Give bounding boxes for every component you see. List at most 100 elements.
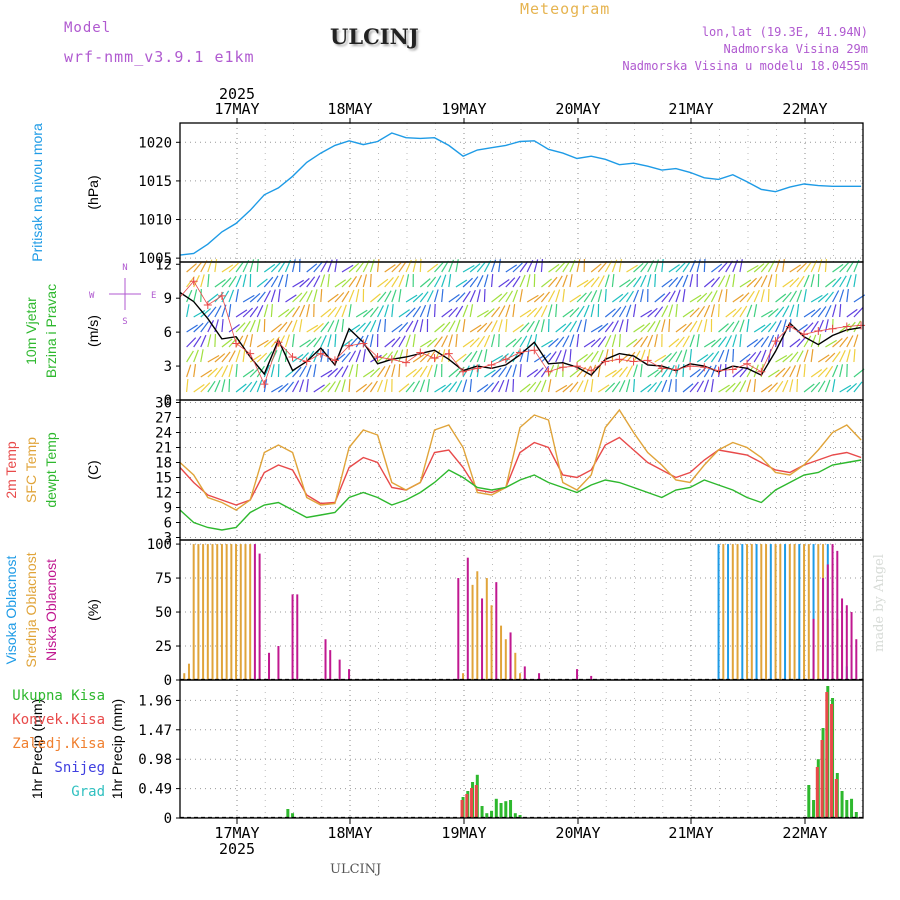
wind-arrow — [256, 379, 263, 393]
compass-n: N — [122, 263, 127, 273]
wind-arrow — [696, 292, 708, 303]
panel-cloud: 0 25 50 75 100 Visoka Oblacnost Srednja Oblacn… — [3, 537, 864, 689]
gust-marker — [558, 363, 567, 372]
wind-arrow — [362, 307, 374, 318]
wind-arrow — [476, 349, 483, 363]
wind-arrow — [775, 293, 787, 303]
wind-arrow — [604, 274, 610, 288]
wind-arrow — [782, 366, 791, 378]
wind-arrow — [555, 384, 568, 393]
wind-arrow — [384, 379, 388, 393]
bar-cloud — [722, 544, 725, 680]
ylabel-precip-main: 1hr Precip (mm) — [109, 699, 125, 799]
wind-arrow — [433, 303, 436, 318]
wind-arrow — [583, 379, 589, 393]
panel-frame — [179, 122, 864, 263]
wind-arrow — [235, 289, 239, 303]
gust-marker — [203, 300, 212, 309]
wind-arrow — [647, 382, 657, 393]
wind-arrow — [647, 369, 659, 378]
wind-arrow — [562, 321, 572, 333]
wind-arrow — [526, 294, 539, 303]
wind-arrow — [270, 262, 281, 273]
wind-arrow — [689, 381, 699, 393]
wind-arrow — [725, 382, 736, 393]
wind-arrow — [555, 323, 567, 333]
wind-arrow — [412, 367, 423, 378]
wind-arrow — [469, 350, 478, 363]
wind-arrow — [654, 354, 667, 363]
wind-arrow — [334, 279, 347, 288]
wind-arrow — [284, 334, 290, 348]
bar-cloud — [249, 544, 252, 680]
wind-arrow — [512, 275, 521, 288]
wind-arrow — [803, 349, 809, 363]
wind-arrow — [846, 289, 849, 303]
wind-arrow — [604, 321, 614, 333]
wind-arrow — [377, 278, 389, 288]
wind-arrow — [746, 365, 754, 378]
wind-arrow — [839, 323, 851, 333]
wind-arrow — [249, 334, 254, 348]
wind-arrow — [186, 276, 195, 288]
wind-arrow — [576, 366, 587, 378]
panel-wind: 0 3 6 9 12 N W E S 10m Vjetar Brzina i Pravac (m/s) — [23, 257, 866, 409]
wind-arrow — [455, 334, 458, 348]
wind-arrow — [632, 304, 637, 318]
gust-marker — [828, 324, 837, 333]
wind-arrow — [689, 274, 694, 288]
wind-arrow — [625, 319, 629, 333]
wind-arrow — [789, 351, 799, 363]
wind-arrow — [263, 304, 269, 318]
wind-arrow — [434, 384, 446, 393]
wind-arrow — [846, 260, 855, 273]
wind-arrow — [376, 259, 380, 273]
wind-arrow — [462, 379, 468, 393]
wind-arrow — [355, 289, 360, 303]
wind-arrow — [796, 364, 801, 378]
wind-arrow — [703, 352, 714, 363]
wind-arrow — [469, 289, 476, 303]
wind-arrow — [753, 324, 766, 333]
wind-arrow — [242, 274, 247, 288]
wind-arrow — [846, 383, 858, 393]
wind-arrow — [427, 337, 438, 348]
wind-arrow — [448, 320, 456, 333]
bar-cloud — [831, 544, 834, 680]
wind-arrow — [739, 380, 747, 393]
wind-arrow — [611, 306, 622, 318]
gust-marker — [444, 349, 453, 358]
wind-arrow — [228, 262, 239, 273]
wind-arrow — [782, 278, 794, 288]
wind-arrow — [853, 320, 862, 333]
wind-arrow — [753, 364, 759, 378]
bar-cloud — [211, 544, 214, 680]
wind-arrow — [412, 354, 425, 363]
wind-arrow — [647, 307, 658, 318]
wind-arrow — [341, 277, 352, 288]
wind-arrow — [186, 379, 189, 393]
wind-arrow — [824, 291, 834, 303]
gust-marker — [728, 365, 737, 374]
top-day-label: 19MAY — [441, 100, 486, 118]
wind-arrow — [817, 319, 824, 333]
wind-arrow — [405, 294, 418, 303]
gust-marker — [416, 348, 425, 357]
wind-arrow — [419, 352, 430, 363]
bar-cloud — [760, 544, 763, 680]
wind-arrow — [703, 258, 706, 273]
wind-arrow — [200, 321, 209, 333]
gust-marker — [857, 321, 866, 330]
ylabel-pressure-0: Pritisak na nivou mora — [29, 123, 45, 262]
wind-arrow — [355, 364, 359, 378]
bar-precip — [820, 740, 824, 818]
wind-arrow — [512, 289, 519, 303]
wind-arrow — [831, 364, 839, 378]
wind-arrow — [193, 384, 205, 393]
wind-arrow — [306, 324, 319, 333]
bar-cloud — [348, 669, 351, 680]
wind-arrow — [207, 334, 212, 348]
gust-marker — [274, 338, 283, 347]
wind-arrow — [200, 369, 213, 378]
wind-arrow — [832, 351, 841, 363]
